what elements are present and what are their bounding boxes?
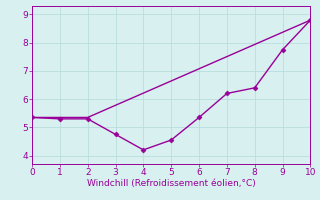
X-axis label: Windchill (Refroidissement éolien,°C): Windchill (Refroidissement éolien,°C) — [87, 179, 256, 188]
